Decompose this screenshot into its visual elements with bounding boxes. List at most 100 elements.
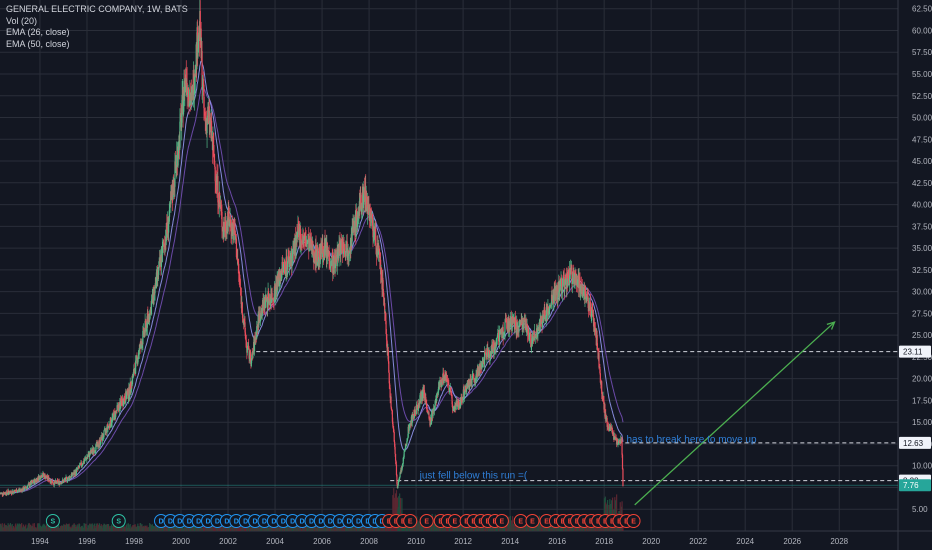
candle-body bbox=[227, 222, 229, 224]
candle-body bbox=[568, 278, 570, 281]
time-tick-label: 2028 bbox=[830, 537, 848, 546]
candle-body bbox=[347, 256, 349, 258]
volume-bar bbox=[106, 524, 109, 531]
candle-body bbox=[342, 239, 344, 253]
candle-body bbox=[230, 223, 232, 233]
annotations[interactable]: has to break here to move up just fell be… bbox=[419, 434, 757, 481]
horizontal-levels[interactable] bbox=[0, 351, 898, 486]
candle-body bbox=[328, 252, 330, 261]
candle-body bbox=[513, 317, 515, 323]
candle-body bbox=[168, 223, 170, 233]
candle-body bbox=[414, 409, 416, 412]
candle-body bbox=[277, 278, 279, 285]
candle-body bbox=[509, 317, 511, 327]
volume-bar bbox=[215, 525, 218, 531]
candle-body bbox=[318, 257, 320, 262]
candle-body bbox=[362, 195, 365, 209]
candle-body bbox=[258, 313, 260, 325]
candle-body bbox=[599, 373, 601, 383]
time-axis[interactable]: 1994 1996 1998 2000 2002 2004 2006 2008 2010 2012… bbox=[31, 537, 849, 546]
candle-body bbox=[239, 287, 242, 289]
candle-body bbox=[229, 225, 231, 227]
candle-body bbox=[387, 350, 389, 362]
price-tick-label: 5.00 bbox=[912, 505, 928, 514]
candle-body bbox=[399, 472, 401, 478]
candle-body bbox=[282, 264, 285, 273]
candle-body bbox=[356, 214, 358, 228]
annotation-text: just fell below this run =( bbox=[419, 470, 528, 481]
candle-body bbox=[323, 253, 325, 260]
candle-body bbox=[87, 456, 89, 458]
candle-body bbox=[548, 311, 550, 315]
candle-body bbox=[65, 477, 68, 478]
event-badge-label: D bbox=[271, 519, 276, 526]
volume-indicator-label[interactable]: Vol (20) bbox=[6, 15, 38, 26]
candle-body bbox=[13, 489, 16, 494]
candle-body bbox=[184, 80, 186, 97]
candle-body bbox=[86, 457, 88, 458]
candle-body bbox=[31, 481, 33, 483]
volume-bar bbox=[25, 524, 27, 531]
candle-body bbox=[232, 227, 234, 235]
candle-body bbox=[348, 253, 350, 256]
volume-bar bbox=[616, 494, 618, 531]
candle-body bbox=[426, 404, 428, 409]
trend-arrow[interactable] bbox=[634, 321, 836, 506]
candle-body bbox=[554, 288, 556, 300]
candle-body bbox=[412, 414, 414, 416]
candle-body bbox=[81, 464, 83, 466]
candle-body bbox=[34, 479, 36, 481]
candle-body bbox=[122, 404, 125, 406]
candle-body bbox=[193, 89, 195, 95]
candle-body bbox=[108, 424, 111, 427]
event-badge-label: D bbox=[281, 519, 286, 526]
candle-body bbox=[601, 393, 603, 397]
candle-body bbox=[317, 248, 319, 261]
candle-body bbox=[146, 312, 148, 328]
candle-body bbox=[530, 333, 532, 348]
candle-body bbox=[345, 243, 347, 251]
candle-body bbox=[251, 354, 253, 360]
candle-body bbox=[393, 431, 395, 442]
volume-bar bbox=[182, 526, 184, 531]
candle-body bbox=[454, 405, 456, 410]
candle-body bbox=[450, 387, 452, 391]
candle-body bbox=[62, 479, 64, 481]
candle-body bbox=[229, 219, 232, 224]
candle-body bbox=[553, 295, 555, 304]
candle-body bbox=[191, 89, 193, 94]
candle-body bbox=[356, 220, 359, 228]
candle-body bbox=[369, 210, 371, 212]
candle-body bbox=[343, 242, 345, 249]
candle-body bbox=[274, 286, 276, 289]
volume-bar bbox=[399, 493, 401, 531]
volume-bar bbox=[163, 525, 166, 531]
ema26-indicator-label[interactable]: EMA (26, close) bbox=[6, 27, 70, 37]
candle-body bbox=[531, 336, 534, 344]
candle-body bbox=[100, 437, 102, 444]
volume-bar bbox=[351, 523, 353, 531]
volume-bar bbox=[333, 524, 335, 531]
candle-body bbox=[99, 443, 101, 445]
volume-bar bbox=[155, 524, 157, 531]
candle-body bbox=[416, 404, 418, 410]
candle-body bbox=[79, 463, 81, 466]
candle-body bbox=[190, 92, 192, 101]
volume-bar bbox=[134, 524, 136, 531]
candle-body bbox=[502, 327, 504, 339]
candle-body bbox=[174, 161, 176, 187]
candle-body bbox=[248, 358, 251, 359]
candle-body bbox=[110, 423, 112, 426]
candle-body bbox=[550, 294, 553, 304]
candle-body bbox=[50, 481, 52, 483]
ema50-indicator-label[interactable]: EMA (50, close) bbox=[6, 38, 70, 49]
volume-bar bbox=[28, 523, 30, 531]
candle-body bbox=[237, 258, 239, 262]
candle-body bbox=[349, 245, 351, 252]
symbol-title[interactable]: GENERAL ELECTRIC COMPANY, 1W, BATS bbox=[6, 4, 188, 14]
event-badge-label: D bbox=[224, 519, 229, 526]
candle-body bbox=[97, 441, 99, 443]
